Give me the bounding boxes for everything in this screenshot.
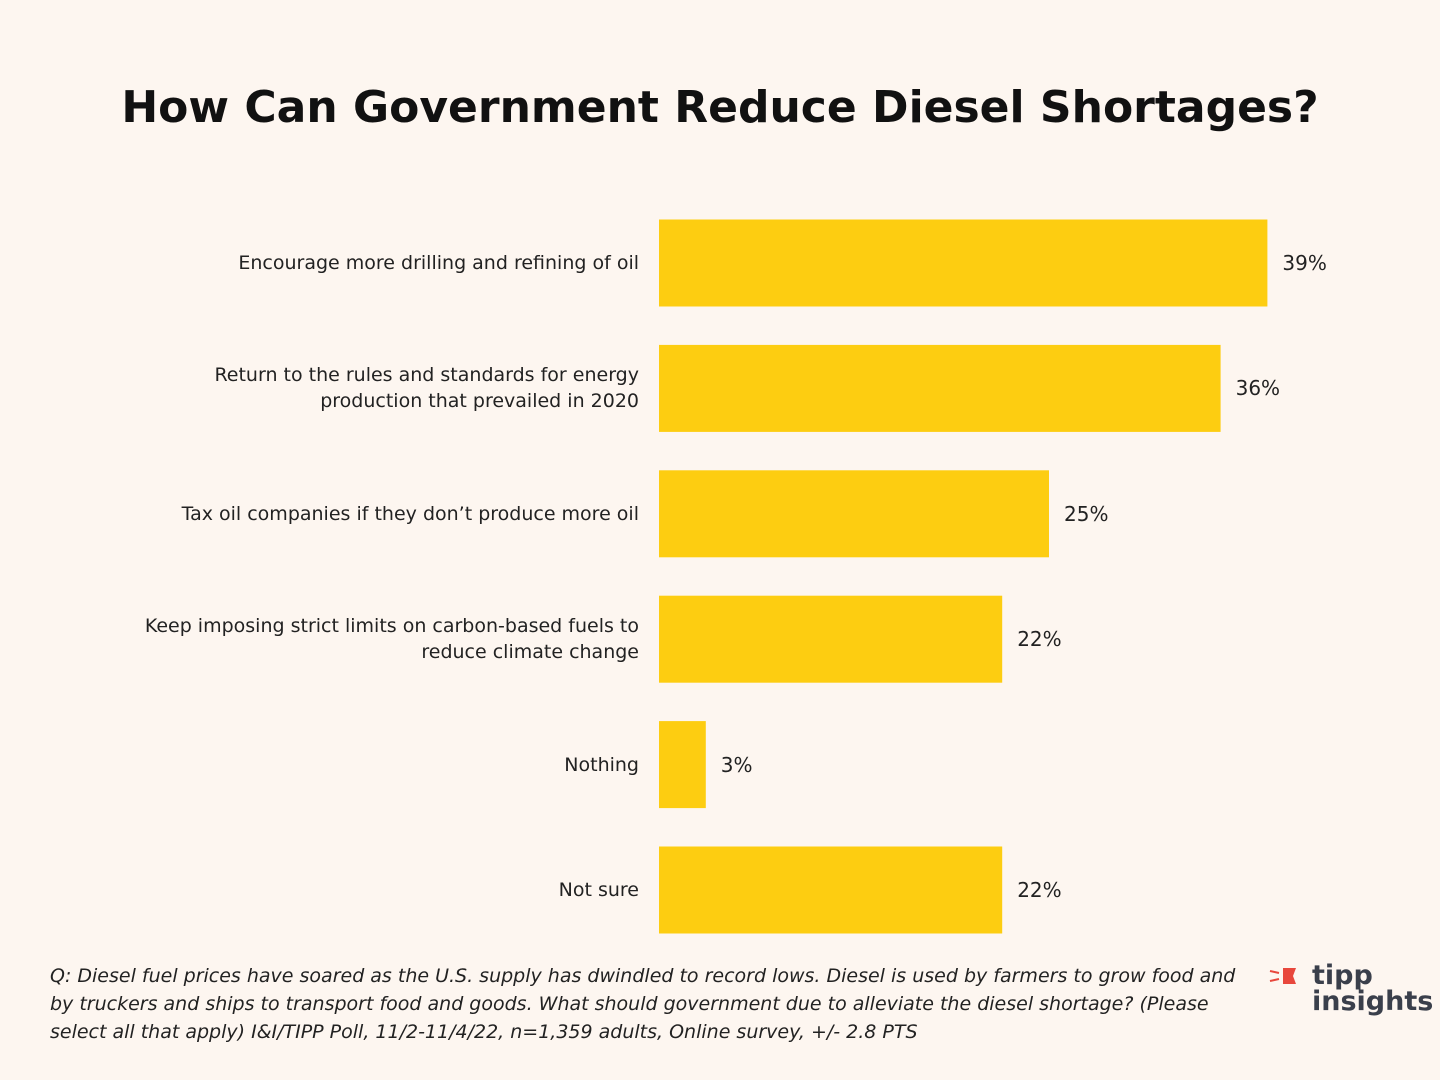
category-label: Keep imposing strict limits on carbon-ba… xyxy=(144,615,639,664)
bar xyxy=(659,470,1049,558)
footnote: Q: Diesel fuel prices have soared as the… xyxy=(50,965,1236,1043)
value-label: 36% xyxy=(1235,376,1281,401)
value-label: 39% xyxy=(1282,251,1327,275)
category-label: Encourage more drilling and refining of … xyxy=(238,252,639,274)
logo-text: tipp xyxy=(1312,960,1373,991)
bar xyxy=(659,595,1003,683)
value-label: 22% xyxy=(1017,627,1062,652)
logo-mark xyxy=(1283,968,1296,984)
value-label: 22% xyxy=(1017,878,1062,902)
category-label: Not sure xyxy=(558,879,639,901)
category-label: Return to the rules and standards for en… xyxy=(214,364,639,413)
logo-text: insights xyxy=(1312,986,1434,1017)
logo-mark xyxy=(1269,970,1280,974)
category-label: Nothing xyxy=(564,753,639,776)
value-label: 3% xyxy=(720,752,753,777)
bar xyxy=(659,344,1221,432)
chart-title: How Can Government Reduce Diesel Shortag… xyxy=(121,82,1319,133)
bar xyxy=(659,846,1003,934)
bar xyxy=(659,721,706,809)
category-label: Tax oil companies if they don’t produce … xyxy=(181,502,639,525)
value-label: 25% xyxy=(1064,501,1109,526)
logo-mark xyxy=(1269,978,1280,982)
bar xyxy=(659,219,1268,307)
